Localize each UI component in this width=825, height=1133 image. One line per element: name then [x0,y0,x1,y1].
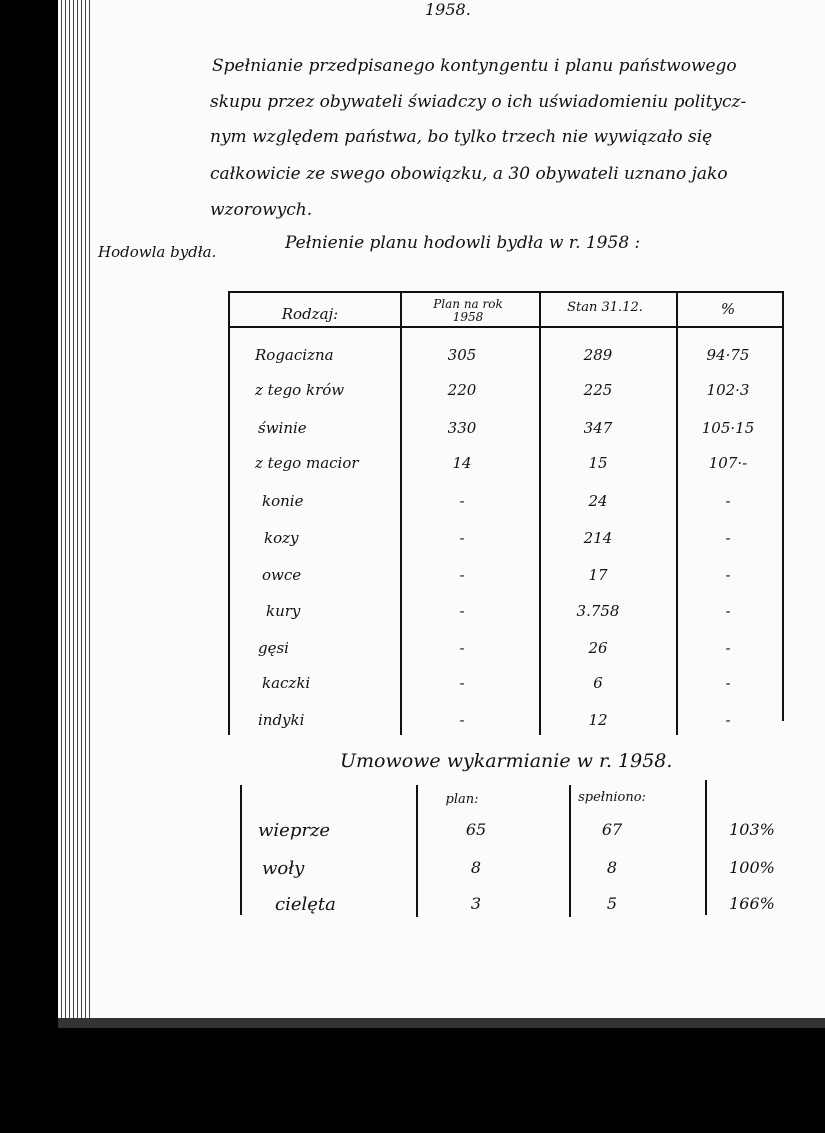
stan-cell: 347 [583,419,613,437]
paragraph-line: nym względem państwa, bo tylko trzech ni… [210,127,713,147]
row-label: świnie [258,419,307,437]
column-header: plan: [445,792,479,807]
plan-cell: 8 [470,858,482,877]
plan-cell: - [459,529,465,547]
row-label: owce [262,566,302,584]
table-rule [400,291,402,735]
percent-cell: - [725,674,731,692]
percent-cell: - [725,529,731,547]
row-label: konie [262,492,304,510]
stan-cell: 214 [583,529,613,547]
page-year-header: 1958. [425,0,471,19]
stan-cell: 12 [588,711,608,729]
table-rule [539,291,541,735]
column-header: spełniono: [578,790,646,805]
row-label: kozy [264,529,299,547]
table-rule [228,326,784,328]
column-header: Plan na rok 1958 [433,297,503,324]
row-label: gęsi [258,639,289,657]
fulfilled-cell: 5 [606,894,618,913]
plan-cell: - [459,602,465,620]
plan-cell: - [459,492,465,510]
document-page [58,0,825,1025]
percent-cell: 107·- [708,454,748,472]
row-label: indyki [258,711,305,729]
plan-cell: - [459,711,465,729]
row-label: cielęta [275,894,336,915]
table-rule [569,785,571,917]
table-rule [782,291,784,721]
stan-cell: 26 [588,639,608,657]
plan-cell: - [459,639,465,657]
row-label: woły [262,858,305,879]
plan-cell: 65 [465,820,487,839]
plan-cell: 220 [447,381,477,399]
row-label: kaczki [262,674,311,692]
row-label: kury [266,602,301,620]
percent-cell: - [725,492,731,510]
percent-cell: 100% [729,858,775,877]
paragraph-line: wzorowych. [210,200,313,220]
row-label: Rogacizna [255,346,334,364]
page-edges [58,0,90,1025]
column-header: Stan 31.12. [567,300,643,315]
percent-cell: - [725,602,731,620]
table-rule [228,291,784,293]
percent-cell: 105·15 [701,419,755,437]
row-label: z tego krów [255,381,345,399]
percent-cell: 102·3 [706,381,750,399]
percent-cell: - [725,711,731,729]
row-label: wieprze [258,820,331,841]
plan-cell: 3 [470,894,482,913]
stan-cell: 17 [588,566,608,584]
percent-cell: 94·75 [706,346,750,364]
row-label: z tego macior [255,454,359,472]
percent-cell: - [725,566,731,584]
percent-cell: 103% [729,820,775,839]
table-rule [240,785,242,915]
stan-cell: 15 [588,454,608,472]
stan-cell: 289 [583,346,613,364]
stan-cell: 225 [583,381,613,399]
plan-cell: 14 [452,454,472,472]
margin-note: Hodowla bydła. [98,243,217,261]
fulfilled-cell: 8 [606,858,618,877]
table-rule [705,780,707,915]
table1-title: Pełnienie planu hodowli bydła w r. 1958 … [285,233,641,253]
table2-title: Umowowe wykarmianie w r. 1958. [340,750,673,772]
plan-cell: - [459,566,465,584]
fulfilled-cell: 67 [601,820,623,839]
stan-cell: 24 [588,492,608,510]
paragraph-line: Spełnianie przedpisanego kontyngentu i p… [212,56,737,76]
column-header: Rodzaj: [281,305,339,323]
stan-cell: 3.758 [576,602,620,620]
paragraph-line: całkowicie ze swego obowiązku, a 30 obyw… [210,164,728,184]
table-rule [676,291,678,735]
table-rule [416,785,418,917]
percent-cell: 166% [729,894,775,913]
column-header: % [720,300,736,318]
book-bottom-edge [58,1018,825,1028]
table-rule [228,291,230,735]
stan-cell: 6 [593,674,603,692]
plan-cell: 305 [447,346,477,364]
percent-cell: - [725,639,731,657]
plan-cell: 330 [447,419,477,437]
plan-cell: - [459,674,465,692]
paragraph-line: skupu przez obywateli świadczy o ich uśw… [210,92,747,112]
